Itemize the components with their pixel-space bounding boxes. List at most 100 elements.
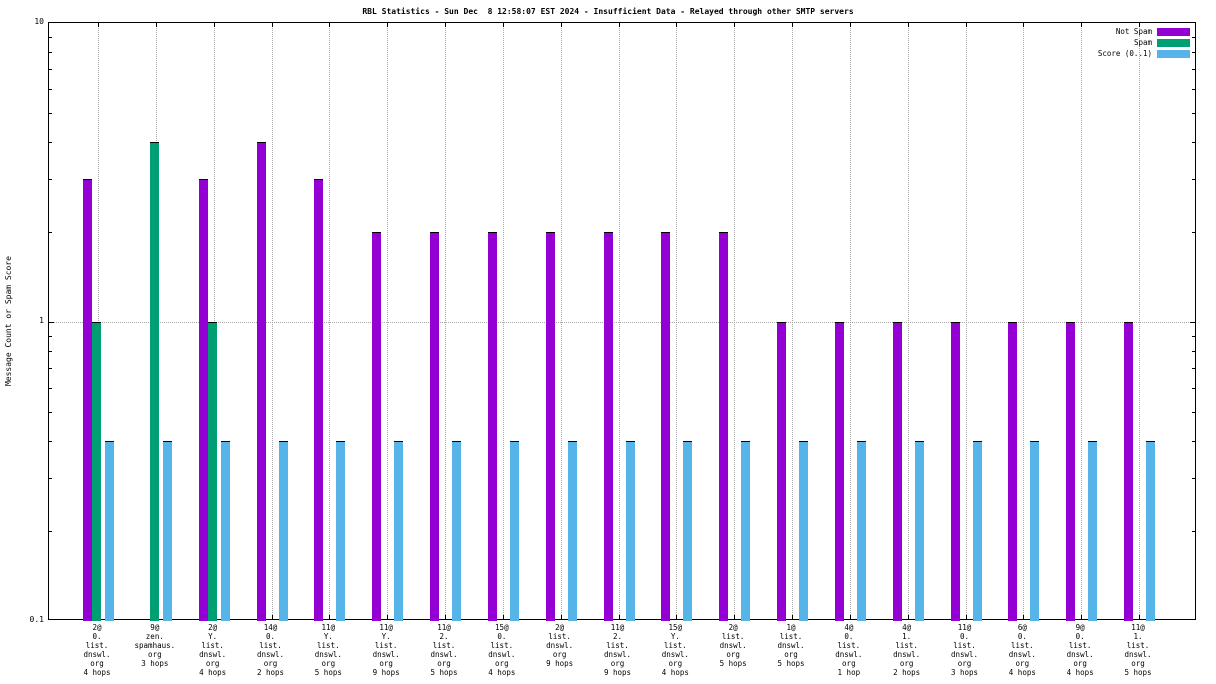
legend-row: Not Spam xyxy=(1098,27,1190,36)
vertical-gridline xyxy=(965,23,967,619)
vertical-gridline xyxy=(445,23,446,619)
y-minor-tick xyxy=(49,179,52,181)
bar-score-0-1- xyxy=(567,440,577,621)
y-minor-tick xyxy=(49,69,52,71)
x-category-label: 14@ 0. list. dnswl. org 2 hops xyxy=(256,623,285,677)
bar-score-0-1- xyxy=(625,440,635,621)
x-tick xyxy=(271,615,273,619)
y-minor-tick xyxy=(1192,36,1195,38)
y-minor-tick xyxy=(1192,113,1195,114)
x-tick xyxy=(213,23,215,27)
plot-area xyxy=(48,22,1196,621)
y-minor-tick xyxy=(49,412,52,413)
bar-spam xyxy=(92,322,101,621)
bar-score-0-1- xyxy=(162,440,172,621)
bar-score-0-1- xyxy=(336,440,346,621)
bar-not-spam xyxy=(545,231,555,621)
x-category-label: 11@ 2. list. dnswl. org 9 hops xyxy=(603,623,632,677)
legend-label: Not Spam xyxy=(1115,27,1152,36)
vertical-gridline xyxy=(560,23,562,619)
x-tick xyxy=(849,615,851,619)
x-tick xyxy=(329,23,331,27)
y-tick-label: 1 xyxy=(39,316,44,325)
x-tick xyxy=(155,23,157,27)
y-minor-tick xyxy=(1192,350,1195,352)
legend-swatch xyxy=(1157,38,1190,47)
bar-score-0-1- xyxy=(914,440,924,621)
bar-not-spam xyxy=(603,231,613,621)
bar-not-spam xyxy=(892,322,902,621)
y-minor-tick xyxy=(1192,141,1195,143)
y-minor-tick xyxy=(49,335,52,337)
x-tick xyxy=(502,615,504,619)
y-minor-tick xyxy=(1192,530,1195,532)
x-category-label: 6@ 0. list. dnswl. org 4 hops xyxy=(1008,623,1036,677)
bar-not-spam xyxy=(198,179,208,621)
x-tick xyxy=(502,23,504,27)
bar-score-0-1- xyxy=(1030,440,1040,621)
bar-score-0-1- xyxy=(220,440,230,621)
bar-not-spam xyxy=(256,141,266,621)
bar-not-spam xyxy=(834,322,844,621)
y-minor-tick xyxy=(1192,69,1195,71)
x-tick xyxy=(387,23,389,27)
bar-score-0-1- xyxy=(394,440,404,621)
bar-not-spam xyxy=(719,231,729,621)
vertical-gridline xyxy=(1081,23,1083,619)
y-minor-tick xyxy=(49,36,52,38)
x-tick xyxy=(1081,23,1083,27)
x-tick xyxy=(445,615,446,619)
x-tick xyxy=(618,615,620,619)
x-category-label: 4@ 1. list. dnswl. org 2 hops xyxy=(893,623,921,677)
bar-not-spam xyxy=(372,231,382,621)
x-tick xyxy=(734,23,736,27)
bar-not-spam xyxy=(314,179,324,621)
bar-score-0-1- xyxy=(278,440,288,621)
x-tick xyxy=(560,23,562,27)
y-minor-tick xyxy=(1192,179,1195,181)
x-tick xyxy=(1139,615,1140,619)
y-minor-tick xyxy=(1192,440,1195,442)
x-tick xyxy=(907,23,909,27)
x-tick xyxy=(387,615,389,619)
legend-row: Score (0..1) xyxy=(1098,49,1190,58)
x-tick xyxy=(676,615,678,619)
x-tick xyxy=(907,615,909,619)
vertical-gridline xyxy=(1023,23,1025,619)
y-minor-tick xyxy=(1192,335,1195,337)
bar-score-0-1- xyxy=(452,440,461,621)
x-category-label: 1@ list. dnswl. org 5 hops xyxy=(777,623,805,668)
x-category-label: 11@ Y. list. dnswl. org 9 hops xyxy=(372,623,400,677)
x-category-label: 2@ Y. list. dnswl. org 4 hops xyxy=(199,623,227,677)
bar-not-spam xyxy=(487,231,497,621)
x-tick xyxy=(329,615,331,619)
bar-not-spam xyxy=(430,231,439,621)
vertical-gridline xyxy=(329,23,331,619)
x-category-label: 11@ 1. list. dnswl. org 5 hops xyxy=(1124,623,1152,677)
y-minor-tick xyxy=(49,368,52,370)
bar-not-spam xyxy=(1066,322,1076,621)
legend: Not Spam Spam Score (0..1) xyxy=(1098,27,1190,58)
bar-score-0-1- xyxy=(856,440,866,621)
y-minor-tick xyxy=(1192,368,1195,370)
vertical-gridline xyxy=(907,23,909,619)
y-minor-tick xyxy=(1192,231,1195,233)
x-tick xyxy=(445,23,446,27)
y-tick-label: 10 xyxy=(34,17,44,26)
x-tick xyxy=(792,615,793,619)
bar-not-spam xyxy=(950,322,960,621)
legend-swatch xyxy=(1157,27,1190,36)
x-category-label: 15@ Y. list. dnswl. org 4 hops xyxy=(661,623,689,677)
y-major-tick xyxy=(1190,322,1195,323)
y-minor-tick xyxy=(49,89,52,91)
y-major-tick xyxy=(49,322,54,323)
bar-score-0-1- xyxy=(741,440,751,621)
y-minor-tick xyxy=(49,388,52,390)
vertical-gridline xyxy=(213,23,215,619)
bar-not-spam xyxy=(1124,322,1133,621)
y-minor-tick xyxy=(49,141,52,143)
x-category-label: 11@ 0. list. dnswl. org 3 hops xyxy=(950,623,979,677)
y-minor-tick xyxy=(49,113,52,114)
x-tick xyxy=(734,615,736,619)
